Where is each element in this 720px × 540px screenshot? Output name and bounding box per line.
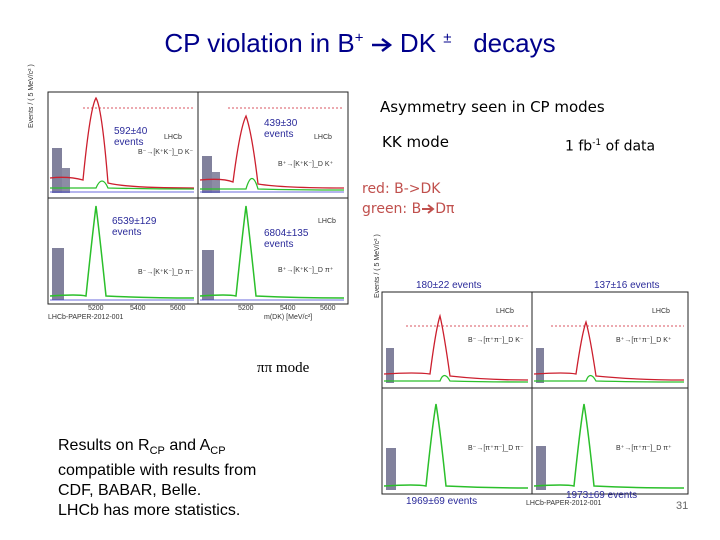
pipi-lhcb-label: LHCb (496, 308, 514, 315)
legend-green: green: B Dπ (362, 201, 455, 217)
pipi-label-bl: B⁻→[π⁺π⁻]_D π⁻ (468, 445, 524, 452)
kk-tick-1: 5200 (88, 305, 104, 312)
kk-mode-label: KK mode (382, 133, 449, 151)
kk-events-bl: 6539±129 events (112, 216, 157, 238)
kk-footer: LHCb-PAPER-2012-001 (48, 314, 124, 321)
pipi-events-tr: 137±16 events (594, 280, 660, 291)
pipi-events-tl: 180±22 events (416, 280, 482, 291)
kk-tick-6: 5600 (320, 305, 336, 312)
title-pm: ± (443, 29, 452, 47)
data-amount: 1 fb-1 of data (565, 138, 656, 155)
results-line-4: LHCb has more statistics. (58, 502, 241, 520)
results-line-3: CDF, BABAR, Belle. (58, 482, 202, 500)
arrow-icon (371, 38, 392, 53)
kk-events-br: 6804±135 events (264, 228, 309, 250)
title-suffix: decays (473, 28, 556, 58)
results-line-1: Results on RCP and ACP (58, 437, 226, 458)
pipi-mode-label: ππ mode (257, 360, 310, 376)
pipi-ylabel: Events / ( 5 MeV/c² ) (374, 234, 381, 298)
kk-label-bl: B⁻→[K⁺K⁻]_D π⁻ (138, 269, 194, 276)
pipi-label-tr: B⁺→[π⁺π⁻]_D K⁺ (616, 337, 672, 344)
kk-lhcb-label-2: LHCb (314, 134, 332, 141)
legend-red: red: B->DK (362, 181, 441, 197)
pipi-mode-figure: 180±22 events 137±16 events 1969±69 even… (374, 234, 694, 510)
pipi-lhcb-label-2: LHCb (652, 308, 670, 315)
kk-events-tl: 592±40 events (114, 126, 148, 148)
results-text: Results on RCP and ACP compatible with r… (58, 436, 358, 521)
page-number: 31 (676, 500, 689, 512)
kk-tick-3: 5600 (170, 305, 186, 312)
pipi-events-br: 1973±69 events (566, 490, 638, 501)
kk-events-tr: 439±30 events (264, 118, 298, 140)
pipi-footer: LHCb-PAPER-2012-001 (526, 500, 602, 507)
kk-label-tl: B⁻→[K⁺K⁻]_D K⁻ (138, 149, 194, 156)
slide-title: CP violation in B+ DK ± decays (0, 28, 720, 59)
pipi-plot-graphic (381, 291, 689, 495)
kk-lhcb-label: LHCb (164, 134, 182, 141)
kk-lhcb-label-3: LHCb (318, 218, 336, 225)
pipi-events-bl: 1969±69 events (406, 496, 478, 507)
results-line-2: compatible with results from (58, 462, 257, 480)
title-plus: + (354, 29, 364, 47)
title-mid: DK (392, 28, 437, 58)
kk-tl-datapoints (52, 148, 220, 300)
kk-label-tr: B⁺→[K⁺K⁻]_D K⁺ (278, 161, 334, 168)
pipi-label-br: B⁺→[π⁺π⁻]_D π⁺ (616, 445, 672, 452)
pipi-label-tl: B⁻→[π⁺π⁻]_D K⁻ (468, 337, 524, 344)
kk-mode-figure: 592±40 events 439±30 events 6539±129 events… (28, 64, 352, 324)
kk-xlabel: m(DK) [MeV/c²] (264, 314, 313, 321)
arrow-icon (422, 204, 435, 214)
asymmetry-text: Asymmetry seen in CP modes (380, 98, 605, 116)
kk-tick-5: 5400 (280, 305, 296, 312)
kk-plot-graphic (28, 88, 352, 324)
kk-ylabel: Events / ( 5 MeV/c² ) (28, 64, 35, 128)
kk-tick-4: 5200 (238, 305, 254, 312)
kk-tick-2: 5400 (130, 305, 146, 312)
kk-label-br: B⁺→[K⁺K⁻]_D π⁺ (278, 267, 334, 274)
title-prefix: CP violation in B (164, 28, 355, 58)
